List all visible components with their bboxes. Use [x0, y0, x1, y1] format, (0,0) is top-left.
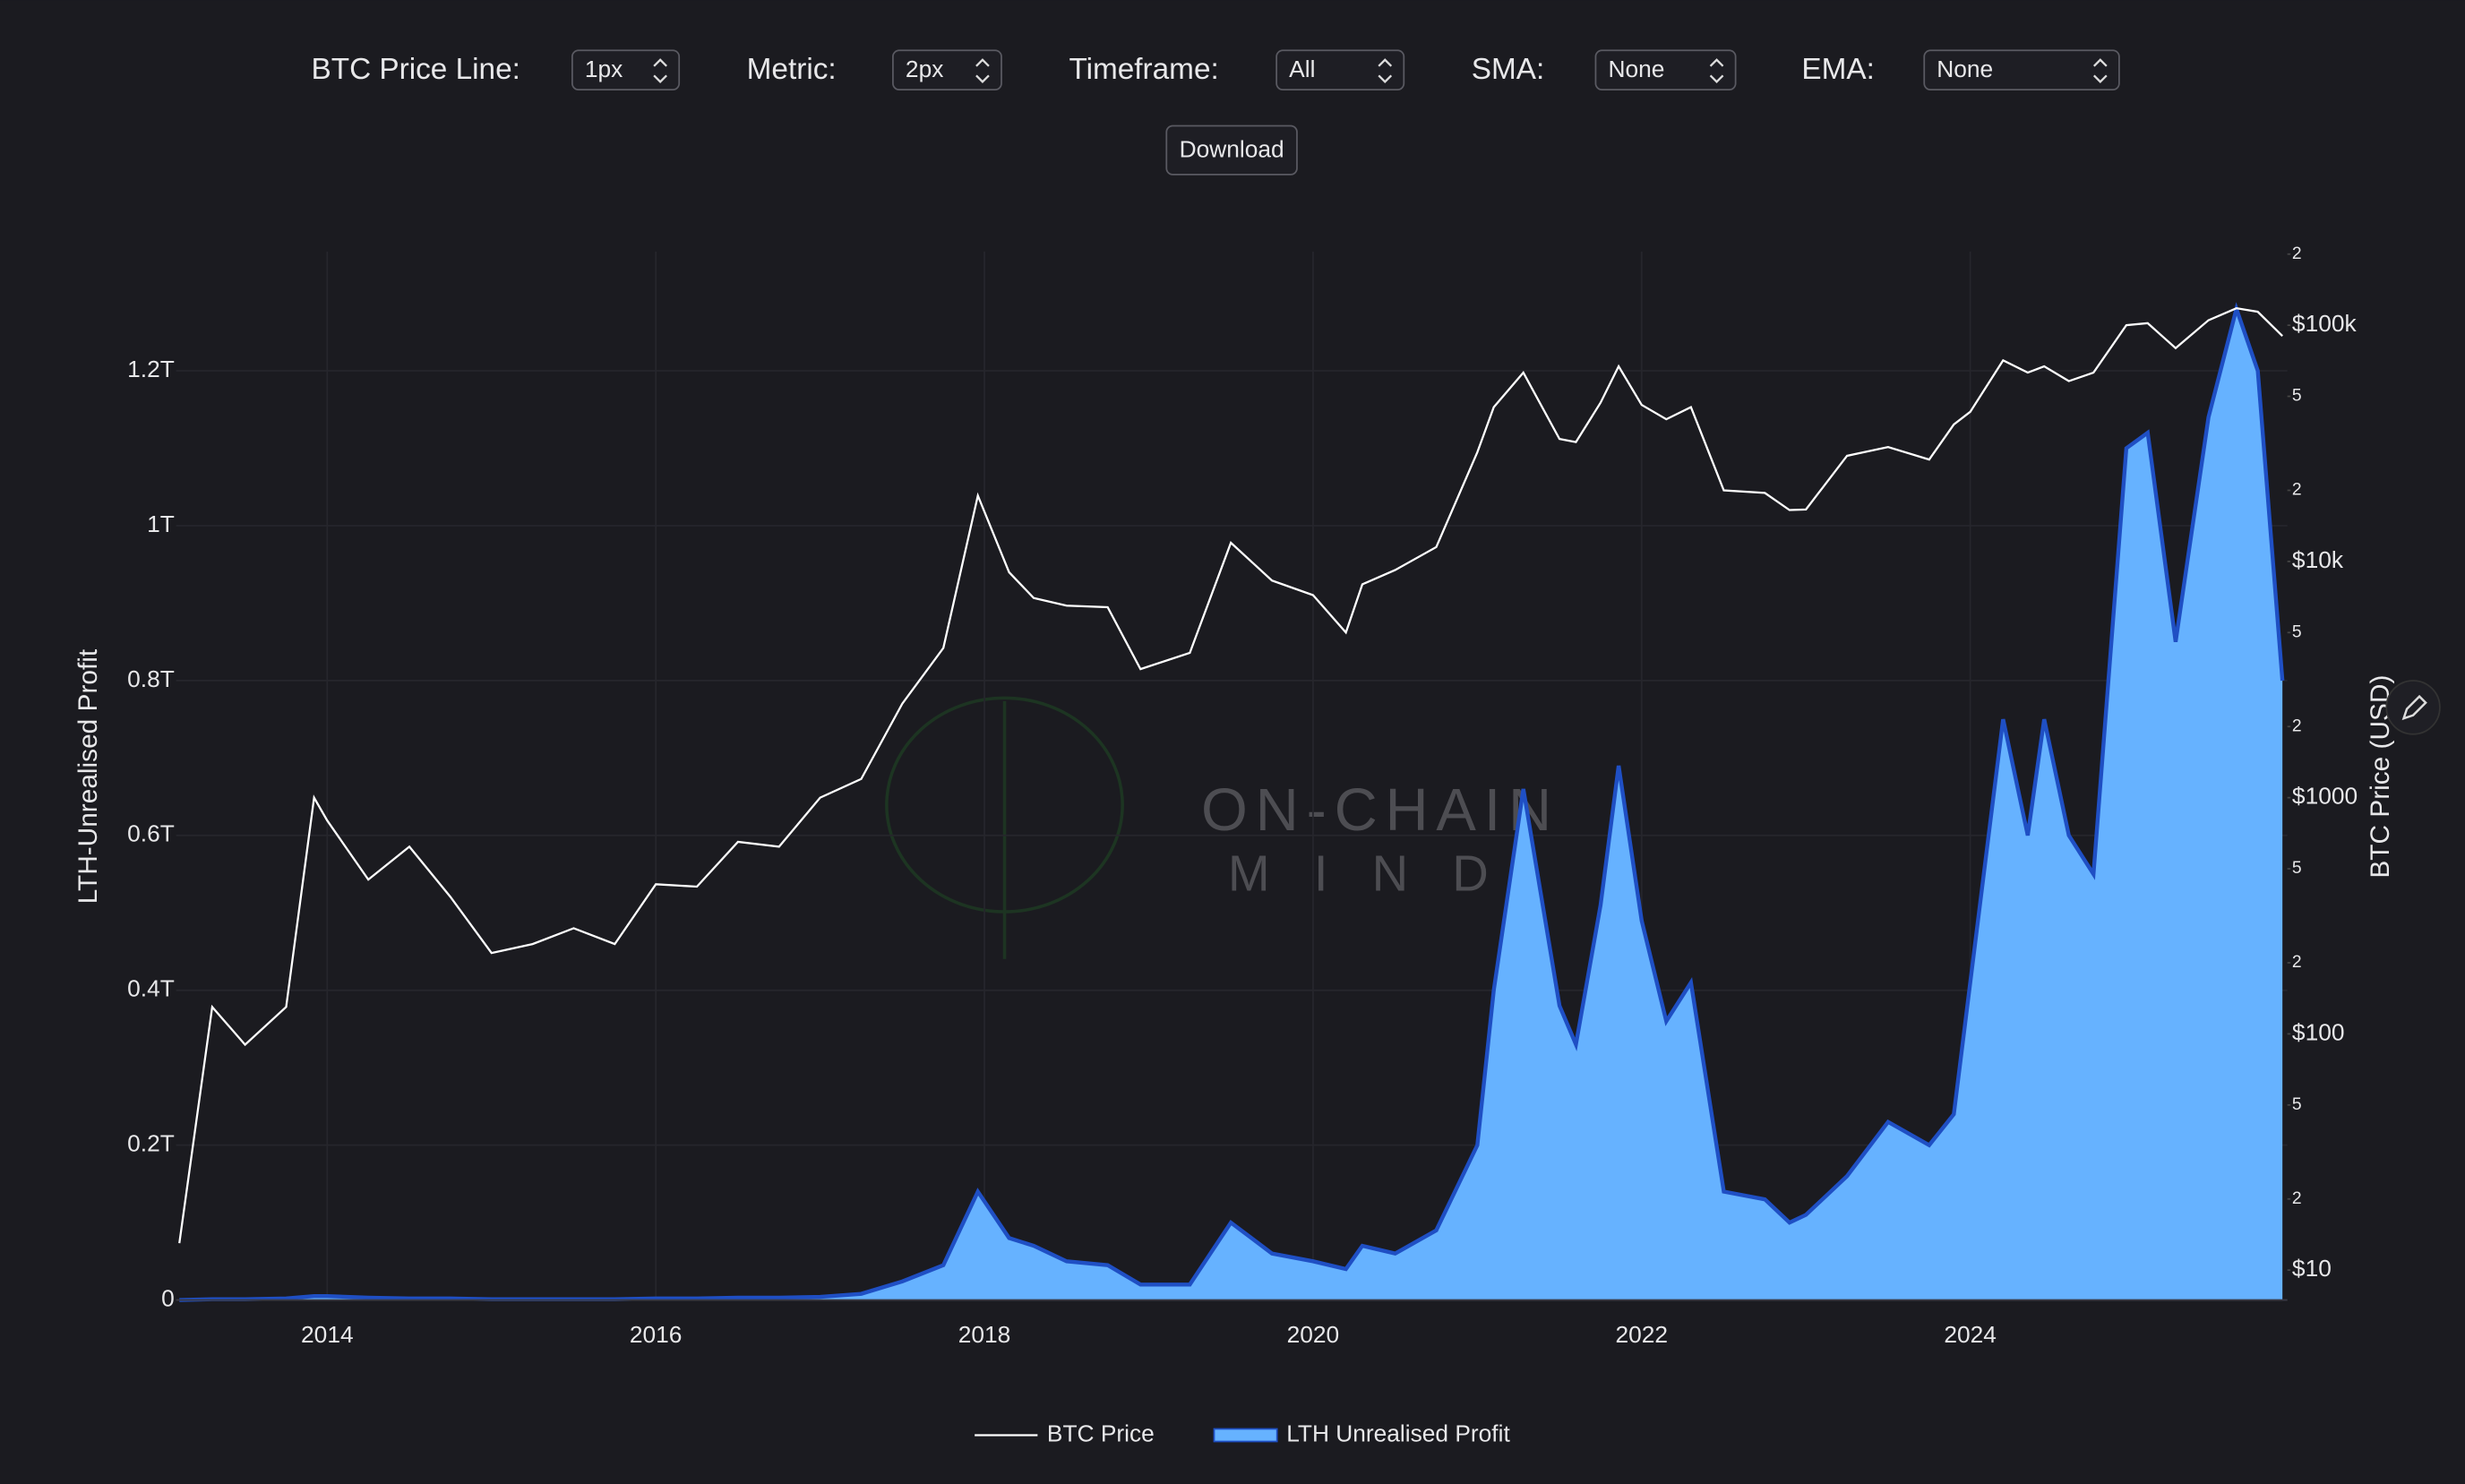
y2-tick-label: $10k [2292, 546, 2344, 573]
control-label: EMA: [1801, 53, 1874, 86]
select-value[interactable]: 2px [906, 56, 943, 82]
y2-tick-label: 5 [2292, 1095, 2302, 1114]
y-tick-label: 0.6T [127, 820, 175, 847]
controls: BTC Price Line: 1px Metric: 2px Timefram… [312, 49, 2120, 176]
legend-label: LTH Unrealised Profit [1286, 1420, 1510, 1446]
x-tick-label: 2014 [301, 1321, 354, 1348]
edit-circle[interactable] [2385, 680, 2441, 735]
y-tick-label: 0.2T [127, 1130, 175, 1157]
edit-button[interactable] [2385, 680, 2441, 735]
y2-tick-label: 2 [2292, 1189, 2302, 1208]
pencil-icon [2401, 694, 2427, 721]
select-box[interactable] [571, 49, 681, 91]
select[interactable]: 2px [892, 49, 1002, 91]
select-value[interactable]: None [1608, 56, 1664, 82]
control-label: Timeframe: [1069, 53, 1218, 86]
control-label: SMA: [1472, 53, 1544, 86]
line [178, 306, 2283, 1244]
select-box[interactable] [892, 49, 1002, 91]
y2-tick-label: $10 [2292, 1255, 2332, 1282]
y-tick-label: 1.2T [127, 356, 175, 382]
y2-tick-label: $100 [2292, 1018, 2345, 1045]
y2-tick-label: 5 [2292, 387, 2302, 406]
control-label: BTC Price Line: [312, 53, 520, 86]
area [179, 308, 2283, 1300]
chevron-icon [653, 58, 667, 83]
y-axis-title: LTH-Unrealised Profit [73, 648, 103, 904]
legend-swatch [1213, 1428, 1278, 1443]
y-tick-label: 1T [147, 510, 175, 537]
y2-tick-label: 2 [2292, 953, 2302, 972]
select[interactable]: None [1594, 49, 1737, 91]
x-tick-label: 2020 [1287, 1321, 1340, 1348]
y2-tick-label: 2 [2292, 481, 2302, 500]
y2-tick-label: $100k [2292, 310, 2358, 337]
y2-tick-label: $1000 [2292, 783, 2358, 810]
control-label: Metric: [747, 53, 837, 86]
x-tick-label: 2018 [958, 1321, 1011, 1348]
x-tick-label: 2016 [630, 1321, 683, 1348]
download-button[interactable]: Download [1165, 124, 1298, 176]
y2-tick-label: 5 [2292, 859, 2302, 878]
legend-label: BTC Price [1047, 1420, 1155, 1446]
select-value[interactable]: All [1289, 56, 1315, 82]
select-box[interactable] [1275, 49, 1405, 91]
select-value[interactable]: None [1937, 56, 1993, 82]
select-box[interactable] [1923, 49, 2120, 91]
plot: 2014 2016 2018 2020 2022 2024 0 0.2T 0.4T 0.6T 0.8… [127, 244, 2358, 1447]
y2-tick-label: 2 [2292, 244, 2302, 263]
select[interactable]: 1px [571, 49, 681, 91]
x-tick-label: 2022 [1616, 1321, 1669, 1348]
select-value[interactable]: 1px [585, 56, 623, 82]
select[interactable]: None [1923, 49, 2120, 91]
watermark: ON-CHAIN MIND [885, 696, 1559, 959]
watermark-text: ON-CHAIN [1201, 777, 1559, 844]
select-box[interactable] [1594, 49, 1737, 91]
x-tick-label: 2024 [1944, 1321, 1997, 1348]
y-tick-label: 0.8T [127, 665, 175, 692]
button-box[interactable] [1165, 124, 1298, 176]
watermark-text: MIND [1228, 845, 1533, 901]
y2-tick-label: 2 [2292, 716, 2302, 735]
button-label[interactable]: Download [1180, 136, 1284, 163]
chevron-icon [1709, 58, 1724, 83]
y-tick-label: 0 [161, 1285, 175, 1312]
chevron-icon [975, 58, 990, 83]
y-tick-label: 0.4T [127, 975, 175, 1002]
chevron-icon [2092, 58, 2108, 83]
chevron-icon [1378, 58, 1393, 83]
y2-tick-label: 5 [2292, 622, 2302, 641]
select[interactable]: All [1275, 49, 1405, 91]
